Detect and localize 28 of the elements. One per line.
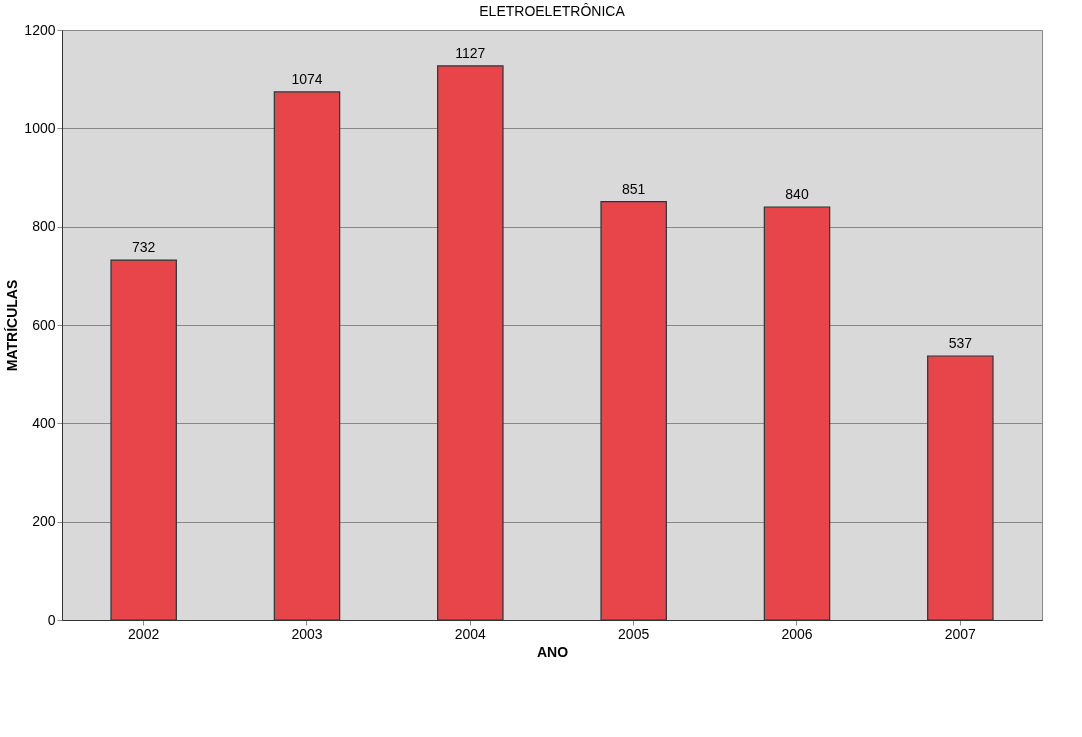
data-label: 851	[621, 180, 646, 197]
bar	[600, 200, 667, 621]
bar	[927, 355, 994, 621]
bar	[763, 206, 831, 621]
x-tick-label: 2004	[454, 625, 487, 642]
data-label: 537	[948, 334, 973, 351]
y-axis-title: MATRÍCULAS	[4, 279, 21, 372]
data-label: 1074	[291, 70, 323, 87]
y-tick-label: 0	[47, 611, 56, 628]
x-tick-label: 2006	[781, 625, 813, 642]
y-tick-label: 400	[32, 414, 56, 431]
x-axis-title: ANO	[536, 643, 569, 660]
x-tick-label: 2003	[291, 625, 323, 642]
x-tick-label: 2007	[944, 625, 977, 642]
data-label: 840	[785, 186, 809, 202]
y-tick-label: 800	[32, 218, 56, 235]
data-label: 732	[131, 239, 156, 256]
y-tick-label: 1200	[24, 21, 56, 38]
data-label: 1127	[455, 44, 486, 61]
bar	[110, 259, 177, 621]
y-tick-label: 600	[32, 316, 56, 333]
bar	[437, 65, 504, 621]
y-tick-label: 200	[32, 513, 56, 530]
x-tick-label: 2002	[128, 625, 160, 642]
x-tick-label: 2005	[618, 625, 650, 642]
y-tick-label: 1000	[24, 119, 56, 136]
chart-title: ELETROELETRÔNICA	[479, 3, 626, 19]
bar	[273, 91, 341, 621]
